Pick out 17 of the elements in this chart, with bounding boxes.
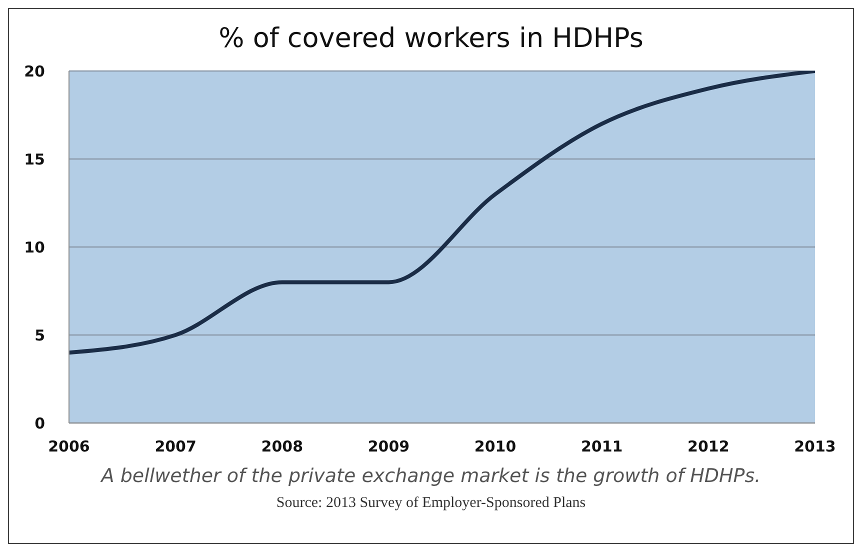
y-tick-label: 15	[24, 150, 45, 168]
x-tick-label: 2010	[474, 438, 516, 456]
x-tick-label: 2013	[794, 438, 836, 456]
text: A bellwether of the private exchange market is the growth of HDHPs.	[99, 465, 762, 487]
chart-title: % of covered workers in HDHPs	[218, 23, 644, 56]
y-tick-label: 0	[34, 414, 45, 432]
x-tick-label: 2011	[580, 438, 623, 456]
x-tick-label: 2007	[154, 438, 196, 456]
x-tick-label: 2012	[688, 438, 730, 456]
x-tick-label: 2006	[48, 438, 90, 456]
x-tick-label: 2008	[261, 438, 304, 456]
x-tick-label: 2009	[368, 438, 410, 456]
y-tick-label: 10	[24, 238, 45, 256]
line-series	[69, 71, 815, 355]
y-tick-label: 20	[24, 62, 45, 80]
source-note: Source: 2013 Survey of Employer-Sponsored Plans	[275, 495, 587, 512]
y-tick-label: 5	[34, 326, 45, 344]
